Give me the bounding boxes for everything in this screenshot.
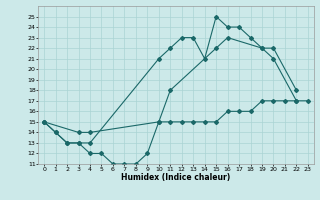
X-axis label: Humidex (Indice chaleur): Humidex (Indice chaleur) bbox=[121, 173, 231, 182]
